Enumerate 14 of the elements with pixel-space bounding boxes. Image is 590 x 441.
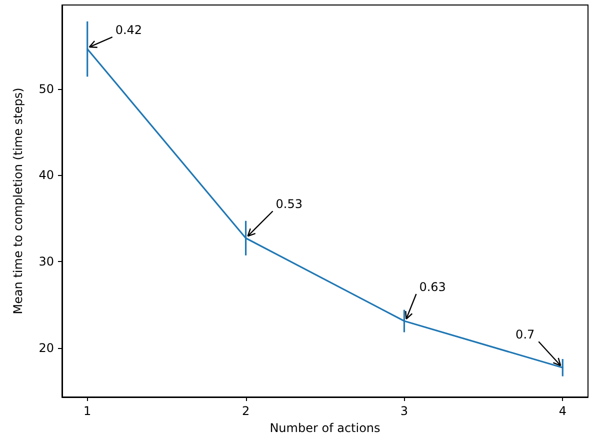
x-tick-label: 4	[558, 404, 566, 418]
y-tick-label: 50	[38, 82, 54, 96]
y-tick-label: 20	[38, 340, 54, 355]
annotation: 0.42	[115, 23, 142, 38]
y-tick-label: 40	[38, 168, 54, 182]
annotation: 0.53	[276, 197, 302, 212]
x-tick-label: 2	[242, 404, 250, 418]
y-tick-label: 30	[38, 254, 54, 268]
y-axis-title: Mean time to completion (time steps)	[11, 88, 25, 314]
x-tick-label: 1	[84, 404, 92, 418]
annotation: 0.7	[516, 328, 535, 342]
annotation: 0.63	[419, 280, 446, 294]
x-axis-title: Number of actions	[270, 420, 380, 435]
x-tick-label: 3	[400, 404, 408, 418]
